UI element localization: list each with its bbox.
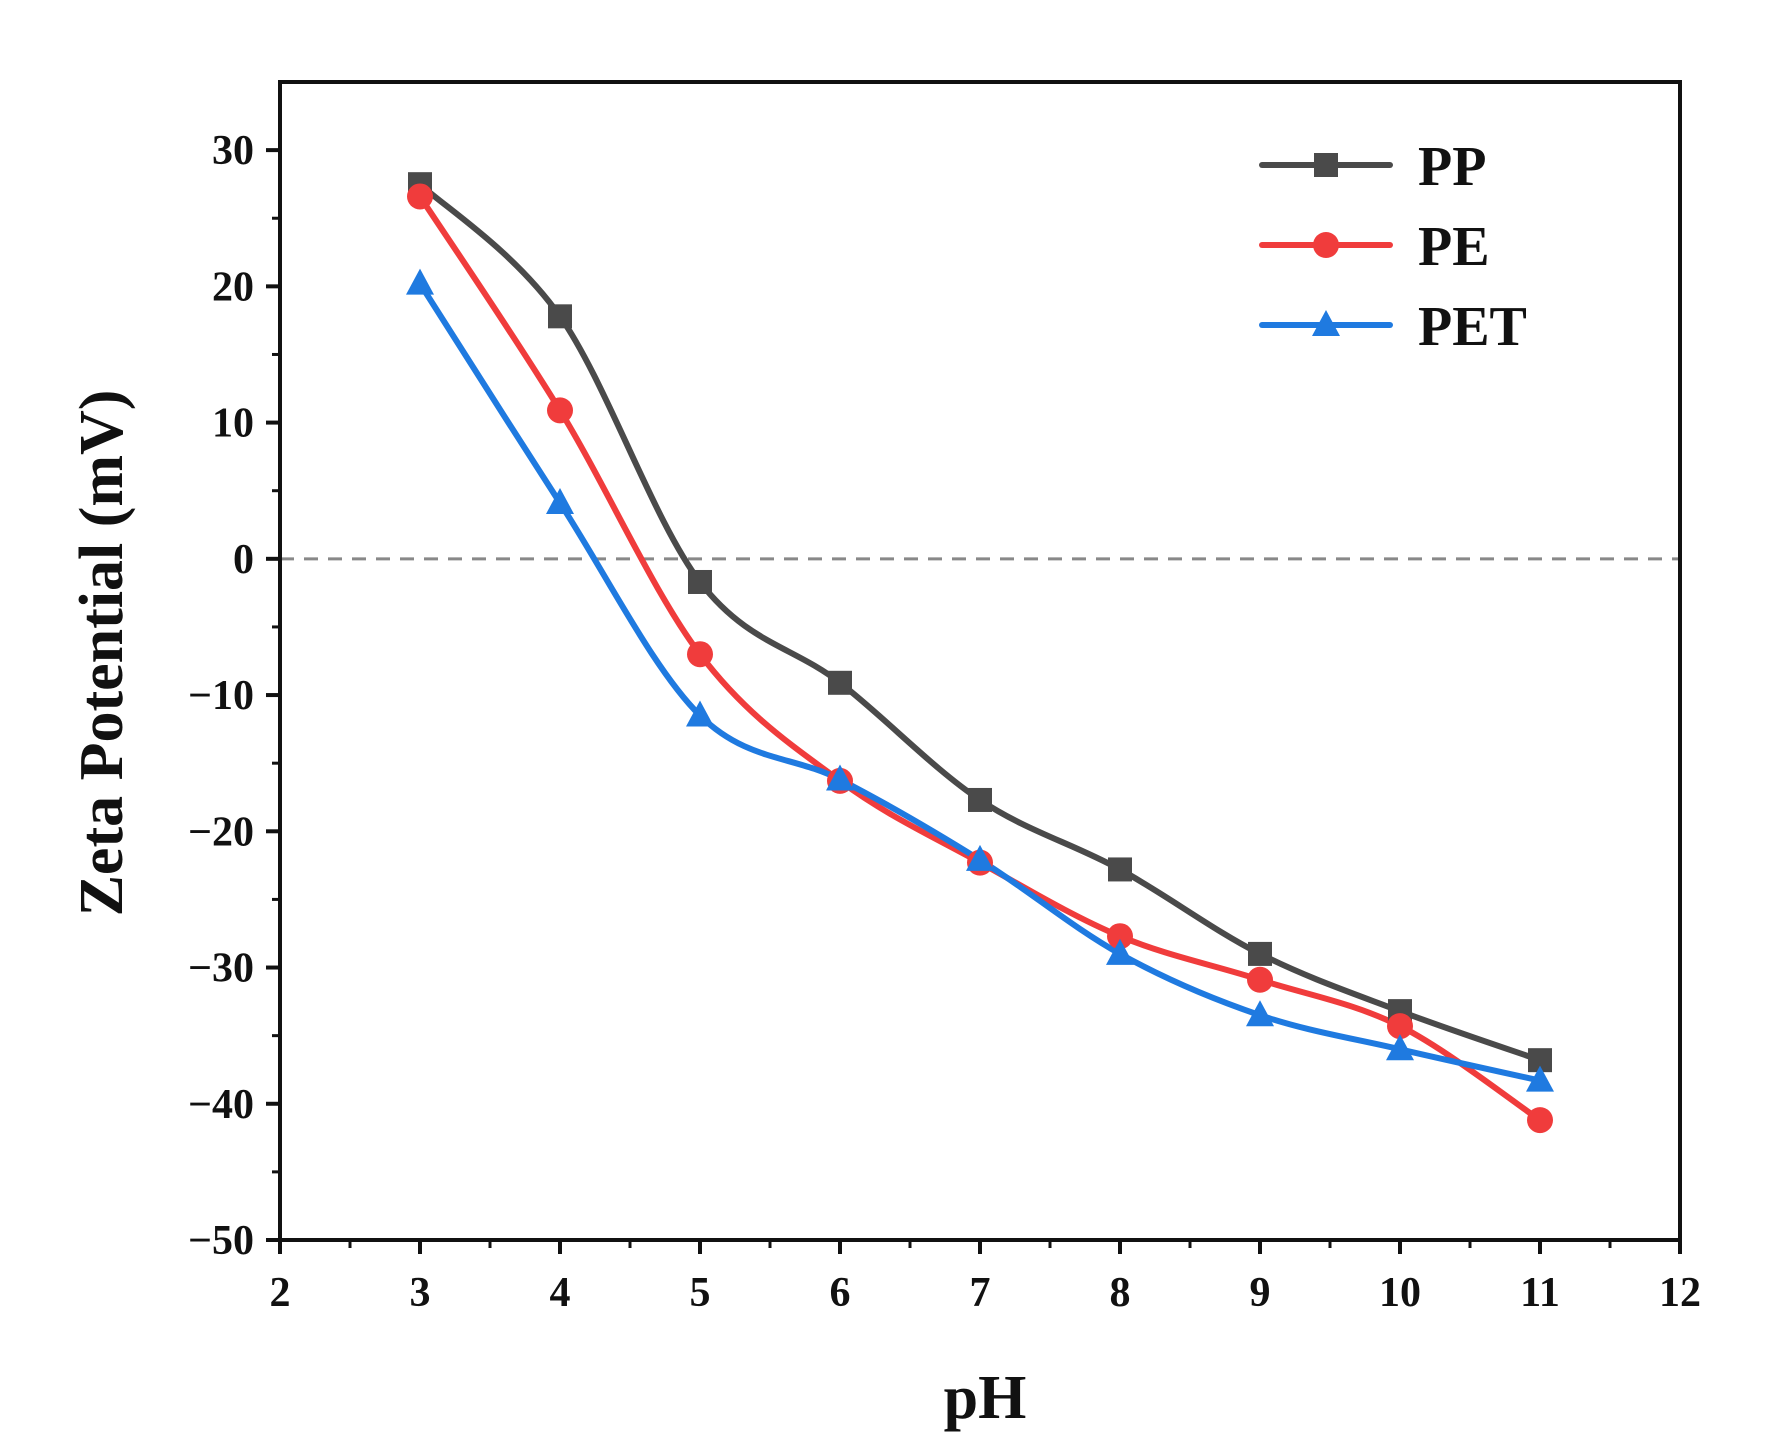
x-tick-label: 9 xyxy=(1250,1270,1271,1316)
y-tick-label: 20 xyxy=(212,264,254,310)
data-point-pe xyxy=(1387,1013,1413,1040)
x-tick-label: 7 xyxy=(970,1270,991,1316)
series-line-pp xyxy=(417,181,1543,1064)
data-point-pp xyxy=(1248,941,1272,966)
data-point-pet xyxy=(406,268,434,295)
data-point-pe xyxy=(687,641,713,668)
data-point-pe xyxy=(547,397,573,424)
x-tick-label: 2 xyxy=(270,1270,291,1316)
x-tick-label: 5 xyxy=(690,1270,711,1316)
y-tick-label: −50 xyxy=(188,1218,254,1264)
x-tick-label: 11 xyxy=(1520,1270,1560,1316)
y-tick-label: 0 xyxy=(233,537,254,583)
y-tick-label: 30 xyxy=(212,128,254,174)
data-point-pp xyxy=(688,569,712,594)
data-point-pet xyxy=(686,700,714,727)
data-point-pe xyxy=(1247,966,1273,993)
legend-marker-pet xyxy=(1312,310,1340,336)
legend-marker-pe xyxy=(1313,232,1339,258)
data-point-pp xyxy=(828,670,852,695)
x-tick-label: 6 xyxy=(830,1270,851,1316)
data-point-pe xyxy=(1107,923,1133,950)
y-tick-label: −10 xyxy=(188,673,254,719)
data-point-pe xyxy=(407,183,433,210)
series-line-pet xyxy=(417,280,1543,1084)
data-point-pet xyxy=(826,764,854,791)
y-axis-title: Zeta Potential (mV) xyxy=(68,390,136,917)
data-point-pp xyxy=(548,304,572,329)
legend-label-pp: PP xyxy=(1418,136,1486,198)
x-axis-title: pH xyxy=(944,1364,1027,1432)
y-tick-label: −40 xyxy=(188,1082,254,1128)
data-point-pet xyxy=(1386,1034,1414,1061)
series-line-pe xyxy=(417,193,1543,1124)
data-point-pp xyxy=(968,787,992,812)
x-tick-label: 3 xyxy=(410,1270,431,1316)
y-tick-label: −20 xyxy=(188,809,254,855)
y-tick-label: −30 xyxy=(188,946,254,992)
data-point-pet xyxy=(1106,938,1134,965)
data-point-pe xyxy=(1527,1107,1553,1134)
data-point-pp xyxy=(1108,857,1132,882)
legend-marker-pp xyxy=(1314,153,1338,177)
x-tick-label: 12 xyxy=(1659,1270,1701,1316)
x-tick-label: 4 xyxy=(550,1270,571,1316)
legend-label-pe: PE xyxy=(1418,216,1490,278)
x-tick-label: 8 xyxy=(1110,1270,1131,1316)
legend-label-pet: PET xyxy=(1418,296,1527,358)
data-point-pet xyxy=(546,487,574,514)
data-point-pet xyxy=(966,844,994,871)
data-point-pet xyxy=(1526,1065,1554,1092)
data-point-pet xyxy=(1246,1000,1274,1027)
x-tick-label: 10 xyxy=(1379,1270,1421,1316)
y-tick-label: 10 xyxy=(212,401,254,447)
